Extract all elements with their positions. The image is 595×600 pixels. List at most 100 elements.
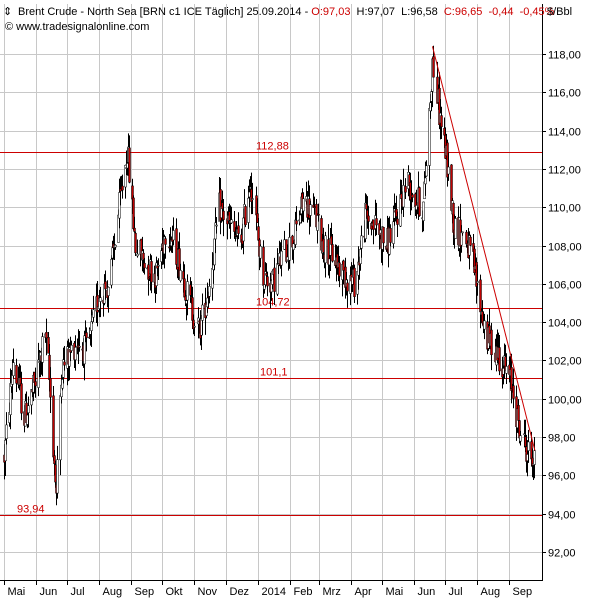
- candle-body: [157, 264, 160, 267]
- candle-body: [527, 441, 530, 451]
- candle-body: [251, 198, 254, 200]
- candle-body: [422, 201, 425, 221]
- candle-body: [331, 244, 334, 262]
- candle-body: [273, 267, 276, 292]
- y-tick-label: 94,00: [548, 510, 576, 522]
- candle-body: [411, 194, 414, 198]
- candle-body: [128, 147, 131, 183]
- candle-body: [61, 379, 64, 389]
- candle-body: [418, 187, 421, 216]
- candle-body: [440, 115, 443, 127]
- candle-body: [92, 309, 95, 318]
- candle-body: [242, 217, 245, 242]
- candle-body: [27, 405, 30, 413]
- candle-body: [483, 320, 486, 330]
- y-tick-label: 102,00: [548, 356, 582, 368]
- candle-body: [110, 259, 113, 286]
- x-tick-label: Jun: [418, 586, 436, 598]
- candle-body: [164, 238, 167, 245]
- candle-body: [45, 332, 48, 339]
- x-tick-label: Sep: [513, 586, 533, 598]
- candle-body: [476, 281, 479, 284]
- x-tick-label: Aug: [103, 586, 123, 598]
- x-tick-label: Okt: [166, 586, 183, 598]
- candle-body: [237, 225, 240, 234]
- level-label: 101,1: [260, 367, 288, 379]
- candle-body: [294, 219, 297, 245]
- candle-body: [5, 424, 8, 439]
- candle-body: [447, 166, 450, 175]
- candle-body: [136, 253, 139, 257]
- y-tick-label: 112,00: [548, 165, 581, 177]
- candle-body: [186, 281, 189, 301]
- y-tick-label: 106,00: [548, 280, 582, 292]
- level-label: 104,72: [256, 297, 290, 309]
- candle-body: [309, 204, 312, 216]
- site-credit: © www.tradesignalonline.com: [5, 21, 149, 33]
- x-tick-label: Nov: [198, 586, 218, 598]
- chart-header: ⇕ Brent Crude - North Sea [BRN c1 ICE Tä…: [3, 6, 572, 33]
- candle-body: [134, 232, 137, 254]
- x-tick-label: Jun: [40, 586, 58, 598]
- candle-body: [124, 164, 127, 188]
- candle-body: [247, 197, 250, 223]
- candle-body: [280, 250, 283, 266]
- candle-body: [49, 378, 52, 398]
- x-tick-label: 2014: [262, 586, 286, 598]
- candle-body: [295, 220, 298, 225]
- candle-body: [85, 332, 88, 339]
- header-icon: ⇕: [3, 6, 12, 18]
- candle-body: [107, 287, 110, 296]
- candle-body: [313, 206, 316, 208]
- x-tick-label: Aug: [481, 586, 501, 598]
- level-label: 93,94: [17, 504, 45, 516]
- candle-body: [389, 228, 392, 243]
- candle-body: [30, 389, 33, 406]
- instrument-title: Brent Crude - North Sea [BRN c1 ICE Tägl…: [18, 6, 302, 18]
- candle-body: [353, 267, 356, 297]
- candle-body: [479, 279, 482, 313]
- level-label: 112,88: [256, 141, 289, 153]
- candle-body: [172, 230, 175, 241]
- candle-body: [201, 304, 204, 321]
- candle-body: [179, 270, 182, 281]
- candle-body: [519, 435, 522, 442]
- candle-body: [142, 252, 145, 260]
- svg-text:Brent Crude - North Sea [BRN c: Brent Crude - North Sea [BRN c1 ICE Tägl…: [18, 6, 555, 18]
- candles: [3, 45, 536, 506]
- change-pct-value: -0,45%: [520, 6, 555, 18]
- candle-body: [133, 227, 136, 232]
- candle-body: [392, 221, 395, 244]
- x-tick-label: Mrz: [323, 586, 341, 598]
- y-tick-label: 104,00: [548, 318, 582, 330]
- candle-body: [360, 235, 363, 249]
- candle-body: [342, 260, 345, 271]
- candle-body: [215, 224, 218, 227]
- candle-body: [34, 381, 37, 387]
- x-tick-label: Sep: [135, 586, 155, 598]
- x-tick-label: Jul: [71, 586, 85, 598]
- x-tick-label: Mai: [386, 586, 404, 598]
- candle-body: [498, 347, 501, 372]
- close-value: C:96,65: [444, 6, 483, 18]
- candle-body: [222, 210, 225, 220]
- candle-body: [175, 228, 178, 265]
- open-value: O:97,03: [311, 6, 350, 18]
- candle-body: [324, 235, 327, 264]
- candle-body: [382, 227, 385, 244]
- y-tick-label: 118,00: [548, 50, 581, 62]
- candle-body: [292, 243, 295, 250]
- y-tick-label: 114,00: [548, 127, 581, 139]
- x-tick-label: Feb: [294, 586, 313, 598]
- candle-body: [302, 198, 305, 212]
- resistance-trendline: [431, 46, 536, 451]
- candle-body: [63, 361, 66, 366]
- sep-1: -: [305, 6, 312, 18]
- change-value: -0,44: [488, 6, 513, 18]
- candle-body: [99, 297, 102, 302]
- x-tick-label: Mai: [8, 586, 26, 598]
- candle-body: [74, 347, 77, 361]
- candle-body: [193, 325, 196, 328]
- candle-body: [364, 202, 367, 239]
